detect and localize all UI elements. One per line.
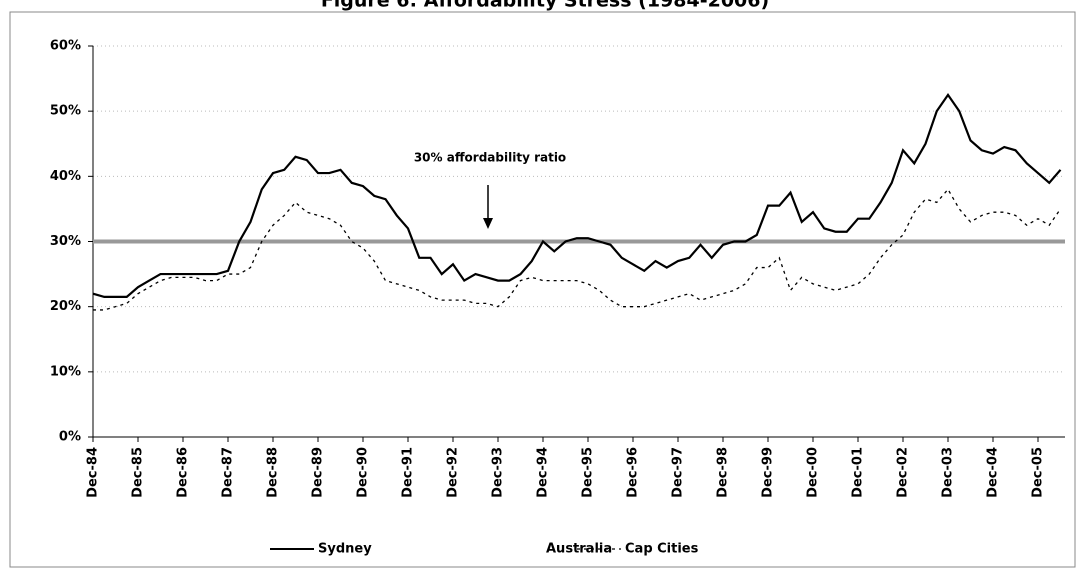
x-tick-label: Dec-01 bbox=[851, 447, 866, 498]
x-tick-label: Dec-99 bbox=[761, 447, 776, 498]
series-line bbox=[93, 188, 1062, 311]
chart-title: Figure 6: Affordability Stress (1984-200… bbox=[321, 0, 769, 12]
x-tick-label: Dec-98 bbox=[716, 447, 731, 498]
x-tick-label: Dec-00 bbox=[806, 447, 821, 498]
annotation: 30% affordability ratio bbox=[414, 151, 566, 165]
legend-label: Sydney bbox=[318, 542, 372, 557]
y-tick-label: 50% bbox=[50, 104, 81, 119]
x-tick-label: Dec-05 bbox=[1031, 447, 1046, 498]
x-tick-label: Dec-85 bbox=[131, 447, 146, 498]
x-tick-label: Dec-89 bbox=[311, 447, 326, 498]
x-tick-label: Dec-84 bbox=[86, 447, 101, 498]
y-tick-label: 20% bbox=[50, 299, 81, 314]
x-tick-label: Dec-86 bbox=[176, 447, 191, 498]
annotation-arrowhead bbox=[483, 218, 493, 229]
x-tick-label: Dec-91 bbox=[401, 447, 416, 498]
series-line bbox=[92, 92, 1062, 298]
x-tick-label: Dec-92 bbox=[446, 447, 461, 498]
x-tick-label: Dec-93 bbox=[491, 447, 506, 498]
y-tick-label: 40% bbox=[50, 169, 81, 184]
chart-frame bbox=[9, 11, 1076, 568]
x-tick-label: Dec-87 bbox=[221, 447, 236, 498]
x-tick-label: Dec-97 bbox=[671, 447, 686, 498]
x-tick-label: Dec-04 bbox=[986, 447, 1001, 498]
y-tick-label: 10% bbox=[50, 364, 81, 379]
y-tick-label: 30% bbox=[50, 234, 81, 249]
x-tick-label: Dec-88 bbox=[266, 447, 281, 498]
x-tick-label: Dec-96 bbox=[626, 447, 641, 498]
x-tick-label: Dec-94 bbox=[536, 447, 551, 498]
x-tick-label: Dec-02 bbox=[896, 447, 911, 498]
x-tick-label: Dec-03 bbox=[941, 447, 956, 498]
legend-label: Cap Cities bbox=[625, 542, 699, 557]
y-tick-label: 60% bbox=[50, 39, 81, 54]
y-tick-label: 0% bbox=[59, 430, 81, 445]
x-tick-label: Dec-95 bbox=[581, 447, 596, 498]
x-tick-label: Dec-90 bbox=[356, 447, 371, 498]
